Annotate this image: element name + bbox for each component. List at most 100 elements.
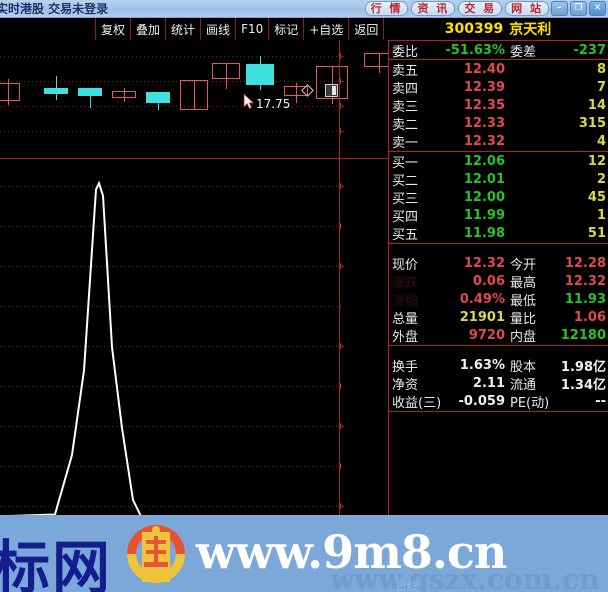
bid-5-price: 11.98 (463, 225, 505, 241)
fund-row-huanshou: 换手 1.63% 股本 1.98亿 (389, 356, 608, 375)
period-label: 日线 (395, 579, 420, 592)
watermark-url: www.9m8.cn (196, 525, 507, 579)
pe-label: PE(动) (510, 395, 550, 411)
ask-4-price: 12.39 (463, 79, 505, 95)
watermark-banner: www.gszx.com.cn 标网 www.9m8.cn 日线 (0, 515, 608, 592)
site-logo-icon (127, 525, 185, 583)
gridline-12 (0, 131, 340, 132)
ind-axis-label-0.50: 0.50 (340, 380, 342, 393)
jinkai-value: 12.28 (564, 255, 606, 271)
minimize-icon[interactable]: – (551, 1, 568, 16)
mouse-cursor-icon (243, 94, 255, 109)
candle-8 (284, 83, 308, 103)
gridline-14 (0, 106, 340, 107)
zhangdie-value: 0.06 (472, 273, 505, 289)
weicha-label: 委差 (510, 44, 537, 60)
toolbar-button-fuquan[interactable]: 复权 (95, 18, 132, 40)
chart-area[interactable]: 17.75 (0, 40, 388, 515)
zhangfu-value: 0.49% (459, 291, 505, 307)
gridline-16 (0, 81, 340, 82)
nav-button-website[interactable]: 网 站 (505, 1, 549, 16)
liutong-label: 流通 (510, 377, 537, 393)
weibi-label: 委比 (392, 44, 419, 60)
liangbi-value: 1.06 (573, 309, 606, 325)
chart-toolbar: 复权 叠加 统计 画线 F10 标记 +自选 返回 (0, 18, 608, 40)
bid-4-label: 买四 (392, 209, 419, 225)
ask-3-volume: 14 (587, 97, 606, 113)
window-title: 实时港股 交易未登录 (0, 2, 109, 16)
fund-row-jingzi: 净资 2.11 流通 1.34亿 (389, 374, 608, 393)
toolbar-button-diejia[interactable]: 叠加 (130, 18, 167, 40)
jingzi-value: 2.11 (472, 375, 505, 391)
candle-10 (364, 53, 388, 73)
stat-row-waipan: 外盘 9720 内盘 12180 (389, 326, 608, 345)
nav-button-quotes[interactable]: 行 情 (364, 1, 409, 16)
toolbar-button-biaoji[interactable]: 标记 (268, 18, 305, 40)
bid-1-label: 买一 (392, 155, 419, 171)
candle-3 (112, 88, 136, 102)
ask-3-label: 卖三 (392, 99, 419, 115)
bid-4-price: 11.99 (463, 207, 505, 223)
zongliang-value: 21901 (459, 309, 505, 325)
quote-row-weibi: 委比 -51.63% 委差 -237 (389, 41, 608, 60)
toolbar-button-f10[interactable]: F10 (235, 18, 270, 40)
ask-1-label: 卖一 (392, 135, 419, 151)
bid-row-2[interactable]: 买二 12.01 2 (389, 170, 608, 189)
ask-row-3[interactable]: 卖三 12.35 14 (389, 96, 608, 115)
ask-5-label: 卖五 (392, 63, 419, 79)
ask-row-5[interactable]: 卖五 12.40 8 (389, 60, 608, 79)
waipan-label: 外盘 (392, 329, 419, 345)
shouyi-value: -0.059 (458, 393, 505, 409)
ind-gridline-0.20 (0, 506, 340, 507)
nav-button-news[interactable]: 资 讯 (411, 1, 456, 16)
zhangfu-label: 涨幅 (392, 293, 419, 309)
weicha-value: -237 (573, 42, 606, 58)
bid-row-5[interactable]: 买五 11.98 51 (389, 224, 608, 243)
zongliang-label: 总量 (392, 311, 419, 327)
zuigao-value: 12.32 (564, 273, 606, 289)
ask-4-label: 卖四 (392, 81, 419, 97)
toolbar-button-fanhui[interactable]: 返回 (348, 18, 385, 40)
ask-2-price: 12.33 (463, 115, 505, 131)
panel-divider-top (0, 158, 388, 159)
candle-1 (44, 76, 68, 100)
restore-icon[interactable]: ❐ (570, 1, 587, 16)
bid-5-volume: 51 (587, 225, 606, 241)
toolbar-button-zixuan[interactable]: +自选 (303, 18, 350, 40)
xianjia-value: 12.32 (463, 255, 505, 271)
ind-axis-label-0.30: 0.30 (340, 460, 342, 473)
bid-2-price: 12.01 (463, 171, 505, 187)
bid-row-3[interactable]: 买三 12.00 45 (389, 188, 608, 207)
liangbi-label: 量比 (510, 311, 537, 327)
ask-2-label: 卖二 (392, 117, 419, 133)
liutong-value: 1.34亿 (560, 377, 606, 393)
ask-row-4[interactable]: 卖四 12.39 7 (389, 78, 608, 97)
nav-button-trade[interactable]: 交 易 (458, 1, 503, 16)
bid-row-4[interactable]: 买四 11.99 1 (389, 206, 608, 225)
bid-row-1[interactable]: 买一 12.06 12 (389, 152, 608, 171)
panel-toggle-icon[interactable] (325, 84, 338, 97)
ask-2-volume: 315 (578, 115, 606, 131)
ask-row-2[interactable]: 卖二 12.33 315 (389, 114, 608, 133)
neipan-value: 12180 (560, 327, 606, 343)
toolbar-spacer (0, 18, 95, 40)
candle-2 (78, 88, 102, 108)
close-icon[interactable]: ✕ (589, 1, 606, 16)
candle-0 (0, 79, 20, 105)
candle-6 (212, 63, 240, 89)
huanshou-label: 换手 (392, 359, 419, 375)
ask-row-1[interactable]: 卖一 12.32 4 (389, 132, 608, 151)
ask-1-volume: 4 (596, 133, 606, 149)
bid-4-volume: 1 (596, 207, 606, 223)
ind-gridline-1.00 (0, 186, 340, 187)
huanshou-value: 1.63% (459, 357, 505, 373)
zuidi-label: 最低 (510, 293, 537, 309)
indicator-line (9, 180, 142, 515)
toolbar-button-tongji[interactable]: 统计 (165, 18, 202, 40)
toolbar-button-huaxian[interactable]: 画线 (200, 18, 237, 40)
candle-7 (246, 56, 274, 90)
guben-value: 1.98亿 (560, 359, 606, 375)
bid-2-label: 买二 (392, 173, 419, 189)
watermark-ghost-url: www.gszx.com.cn (330, 563, 600, 592)
candle-5 (180, 80, 208, 110)
